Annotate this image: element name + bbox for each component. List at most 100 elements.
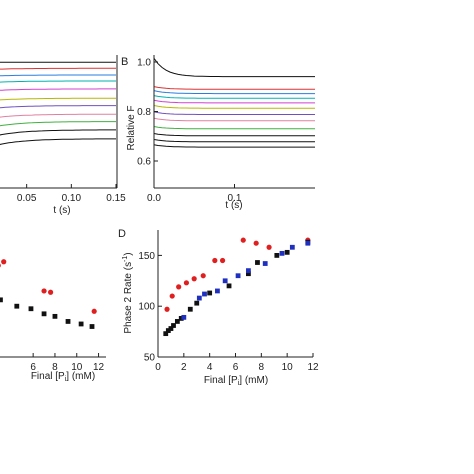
panel-d-point-s1-9 [226,283,232,289]
panel-c-point-s1-6 [78,321,84,327]
panel-d-point-s1-13 [284,249,290,255]
panel-d-point-s0-3 [183,280,190,286]
panel-d-point-s1-2 [168,326,174,331]
panel-d-point-s0-0 [164,306,170,312]
panel-d-point-s2-3 [215,288,220,294]
panel-d-point-s1-4 [174,319,180,324]
panel-d-x-tick-label: 12 [307,362,319,373]
panel-c-point-s1-0 [0,297,3,303]
panel-b-trace-10 [153,139,315,143]
panel-c-point-s0-1 [1,259,7,265]
panel-d-point-s1-8 [207,290,213,296]
panel-d-point-s1-10 [246,271,251,277]
panel-d-point-s0-9 [253,240,259,246]
panel-d-xlabel-pre: Final [P [204,375,238,386]
panel-d-x-ticks: 0 2 4 6 8 10 12 [155,353,319,373]
panel-d-point-s0-1 [169,293,175,299]
panel-a-trace-6 [0,105,116,109]
panel-b-trace-1 [153,86,315,90]
panel-d-point-s0-2 [176,284,182,290]
panel-c-x-tick-label: 12 [93,362,105,373]
panel-a-trace-5 [0,97,117,101]
panel-d-point-s0-6 [212,257,218,264]
panel-d-y-tick-label: 50 [144,353,156,364]
panel-d-point-s0-8 [240,237,246,243]
panel-b-trace-2 [153,90,315,95]
panel-d-point-s1-0 [163,331,169,337]
panel-d-point-s1-7 [194,300,200,306]
panel-b-traces [153,58,315,148]
panel-d-y-ticks: 50 100 150 [138,251,162,364]
panel-b-xlabel: t (s) [225,200,242,211]
panel-d-point-s2-5 [235,273,241,279]
panel-c-point-s1-1 [14,303,20,309]
panel-c: 6 8 10 12 Final [Pi] (mM) [0,259,106,383]
panel-b-trace-3 [153,95,315,99]
panel-d-ylabel-post: ) [123,252,134,255]
panel-b-trace-4 [153,99,315,104]
panel-b-y-tick-label: 0.6 [137,157,151,168]
panel-c-xlabel: Final [Pi] (mM) [31,371,95,383]
panel-d-x-tick-label: 2 [181,362,187,373]
panel-d-xlabel-post: ] (mM) [239,375,268,386]
panel-c-point-s1-3 [41,311,47,317]
panel-d-ylabel-pre: Phase 2 Rate (s [123,262,134,334]
panel-d-point-s1-5 [178,315,184,321]
panel-a-trace-8 [0,121,116,127]
panel-c-point-s0-4 [91,308,97,314]
panel-b-y-ticks: 0.6 0.8 1.0 [137,58,158,168]
panel-a-x-ticks: 0.05 0.10 0.15 [17,184,126,204]
panel-d-point-s0-4 [191,276,197,282]
panel-d-point-s0-7 [219,257,226,264]
panel-d-point-s2-7 [262,261,268,266]
panel-c-points [0,259,97,329]
panel-a-traces [0,61,117,145]
panel-b-trace-8 [153,126,315,130]
panel-d-xlabel-sub: i [238,380,240,387]
panel-d-x-tick-label: 10 [282,362,294,373]
panel-b-trace-9 [153,133,315,137]
panel-a-x-tick-label: 0.10 [62,193,82,204]
panel-b: B 0.0 0.1 0.6 0.8 1.0 Relative F t (s) [121,55,315,211]
panel-d-point-s2-9 [289,244,295,250]
panel-d-point-s2-8 [279,250,285,256]
panel-b-trace-7 [153,117,315,122]
panel-d-y-tick-label: 100 [138,302,155,313]
panel-b-trace-5 [153,105,315,109]
panel-b-ylabel: Relative F [126,105,137,150]
panel-d-x-tick-label: 0 [155,362,161,373]
panel-b-x-tick-label: 0.0 [147,193,161,204]
panel-d-xlabel: Final [Pi] (mM) [204,375,268,387]
panel-b-trace-11 [153,144,315,148]
panel-d-ylabel: Phase 2 Rate (s-1) [122,252,134,333]
panel-a-trace-1 [0,67,116,70]
panel-c-xlabel-pre: Final [P [31,371,65,382]
panel-c-xlabel-sub: i [65,376,67,383]
panel-a-trace-10 [0,138,116,145]
panel-d-x-tick-label: 8 [259,362,265,373]
panel-d-y-tick-label: 150 [138,251,155,262]
panel-c-xlabel-post: ] (mM) [66,371,95,382]
panel-d-x-tick-label: 4 [207,362,213,373]
panel-a-trace-4 [0,88,116,91]
panel-b-y-tick-label: 1.0 [137,58,151,69]
panel-c-x-tick-label: 8 [52,362,58,373]
panel-d-label: D [118,228,126,240]
panel-b-label: B [121,56,128,68]
panel-d-point-s2-10 [305,240,311,246]
panel-a-xlabel: t (s) [53,205,70,216]
panel-b-y-tick-label: 0.8 [137,107,151,118]
panel-d-points [163,237,311,337]
panel-b-x-tick-label: 0.1 [228,193,242,204]
panel-d-ylabel-sup: -1 [122,256,129,262]
panel-d-point-s2-0 [181,314,187,320]
panel-d-point-s1-1 [165,328,171,333]
panel-c-point-s0-2 [41,288,47,294]
panel-b-trace-0 [153,58,315,78]
panel-d-point-s1-3 [171,323,176,328]
panel-d-point-s2-6 [246,268,251,274]
panel-c-point-s1-7 [89,324,95,329]
panel-c-point-s1-5 [65,319,71,324]
